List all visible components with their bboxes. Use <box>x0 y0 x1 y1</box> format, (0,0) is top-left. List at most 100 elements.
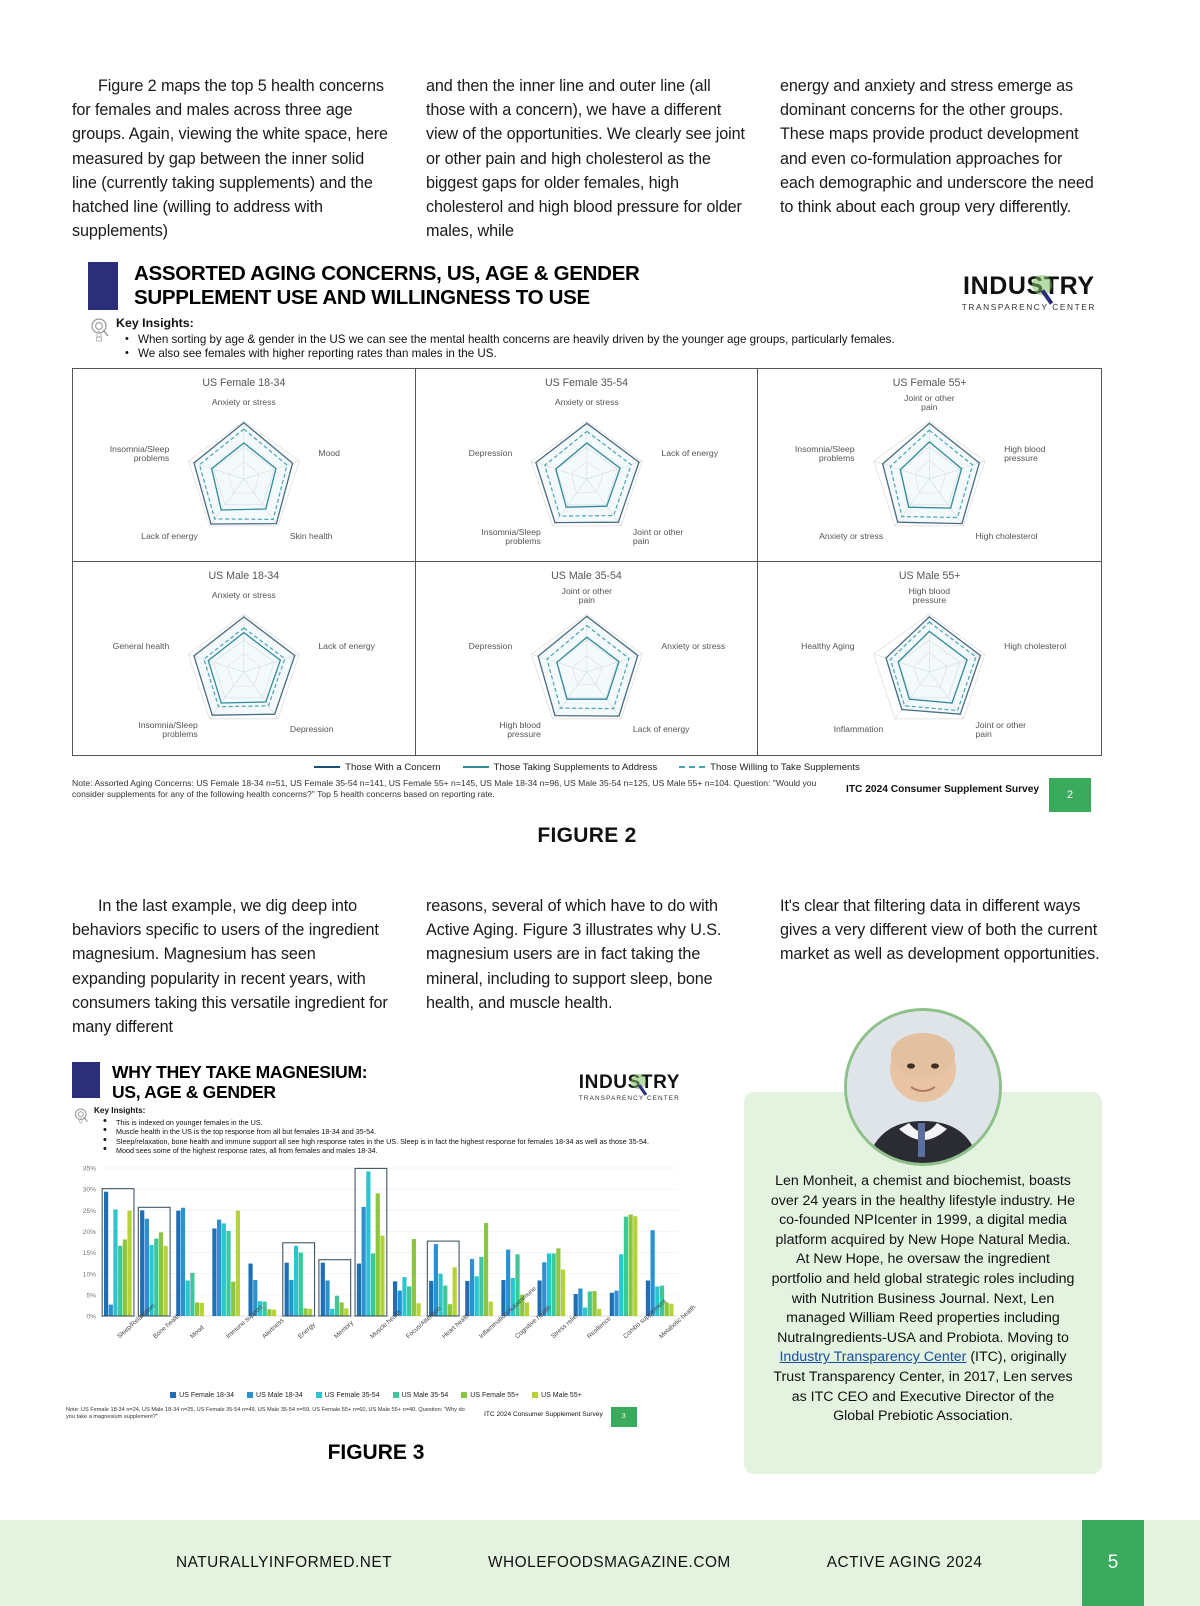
bar <box>339 1302 344 1316</box>
bar <box>163 1245 168 1316</box>
magnifier-lens-icon <box>631 1074 647 1089</box>
bar <box>479 1256 484 1316</box>
bar <box>524 1302 530 1316</box>
figure-2-insights-list: When sorting by age & gender in the US w… <box>125 332 895 362</box>
legend-label: US Male 55+ <box>541 1391 582 1399</box>
bar <box>212 1228 217 1316</box>
legend-line-dashed <box>679 766 706 768</box>
bar <box>293 1245 299 1316</box>
bar <box>402 1277 407 1316</box>
radar-series <box>203 626 286 707</box>
bar-chart-y-tick: 20% <box>83 1229 96 1236</box>
bar <box>392 1281 398 1316</box>
article-top-columns: Figure 2 maps the top 5 health concerns … <box>72 74 1102 243</box>
bar-highlight-box <box>318 1259 352 1317</box>
bar <box>190 1272 195 1316</box>
legend-swatch <box>170 1392 177 1399</box>
navy-accent-block <box>88 262 118 310</box>
bar <box>140 1210 145 1316</box>
bar <box>289 1280 294 1316</box>
bar <box>248 1263 253 1316</box>
radar-plot: Anxiety or stress Lack of energy Joint or … <box>468 397 718 546</box>
bar <box>592 1291 597 1316</box>
bar <box>180 1207 186 1316</box>
article-paragraph: energy and anxiety and stress emerge as … <box>780 77 1094 217</box>
radar-series <box>227 460 260 493</box>
bar <box>303 1308 308 1316</box>
bar <box>257 1301 263 1316</box>
radar-axis-label: Lack of energy <box>318 641 375 651</box>
itc-logo: INDUSTRY TRANSPARENCY CENTER <box>579 1072 680 1102</box>
radar-axis-label: Joint or other pain <box>904 393 955 412</box>
bar <box>429 1280 434 1316</box>
figure-2-header: ASSORTED AGING CONCERNS, US, AGE & GENDE… <box>72 262 1102 314</box>
footer-site-1[interactable]: NATURALLYINFORMED.NET <box>176 1554 393 1571</box>
radar-axis-label: Insomnia/Sleep problems <box>138 719 198 738</box>
bar <box>330 1308 335 1316</box>
lightbulb-icon <box>74 1106 94 1156</box>
itc-logo-sub: TRANSPARENCY CENTER <box>578 1095 680 1102</box>
article-paragraph: Figure 2 maps the top 5 health concerns … <box>72 77 388 241</box>
radar-series <box>193 615 296 716</box>
radar-axis-label: Anxiety or stress <box>212 590 276 600</box>
bar <box>669 1303 674 1316</box>
figure-2-title-line1: ASSORTED AGING CONCERNS, US, AGE & GENDE… <box>134 262 640 285</box>
legend-item-willing: Those Willing to Take Supplements <box>679 762 860 773</box>
bar <box>655 1286 660 1316</box>
article-column-6: It's clear that filtering data in differ… <box>780 894 1100 1039</box>
page-number: 5 <box>1082 1520 1144 1606</box>
bar <box>623 1216 629 1316</box>
bar <box>375 1193 380 1316</box>
bar <box>122 1239 127 1316</box>
radar-series <box>193 421 294 525</box>
bar <box>158 1232 164 1316</box>
radar-series <box>554 441 621 508</box>
bar <box>614 1290 619 1316</box>
article-paragraph: and then the inner line and outer line (… <box>426 77 745 241</box>
bar-chart-x-labels: Sleep/Relaxation Bone health Mood Immune su… <box>66 1285 697 1388</box>
bar <box>217 1219 222 1316</box>
radar-series <box>207 631 282 704</box>
figure-2-insights-body: Key Insights: When sorting by age & gend… <box>116 316 895 362</box>
bar <box>199 1302 204 1316</box>
bar <box>127 1210 132 1316</box>
bar <box>361 1206 366 1316</box>
footer-site-2[interactable]: WHOLEFOODSMAGAZINE.COM <box>488 1554 731 1571</box>
itc-link[interactable]: Industry Transparency Center <box>779 1349 967 1366</box>
bar <box>465 1280 470 1316</box>
radar-axis-label: Depression <box>468 641 512 651</box>
bar <box>176 1210 181 1316</box>
bar <box>380 1235 385 1316</box>
bar <box>582 1307 588 1316</box>
figure-3-footer: Note: US Female 18-34 n=24, US Male 18-3… <box>66 1406 686 1427</box>
bar <box>452 1267 457 1316</box>
bar <box>515 1254 520 1316</box>
bar-chart-y-tick: 0% <box>86 1314 96 1321</box>
radar-axis-label: Insomnia/Sleep problems <box>481 526 541 545</box>
bar <box>433 1244 438 1316</box>
bar <box>397 1290 402 1316</box>
key-insights-label: Key Insights: <box>116 316 194 330</box>
bar-chart-y-tick: 5% <box>86 1292 96 1299</box>
bar <box>411 1239 416 1316</box>
article-column-5: reasons, several of which have to do wit… <box>426 894 746 1039</box>
article-column-4: In the last example, we dig deep into be… <box>72 894 392 1039</box>
bar <box>334 1295 340 1316</box>
legend-item-taking: Those Taking Supplements to Address <box>462 762 657 773</box>
bar-chart-y-tick: 15% <box>83 1250 96 1257</box>
magnesium-bar-chart: 0% 5% 10% 15% 20% 25% 30% 35% <box>66 1158 686 1333</box>
bar <box>501 1280 506 1316</box>
radar-axis-label: Joint or other pain <box>976 719 1027 738</box>
bar <box>144 1218 149 1316</box>
figure-3-title-line2: US, AGE & GENDER <box>112 1082 276 1102</box>
bar <box>447 1304 453 1316</box>
bar <box>366 1171 371 1316</box>
legend-item-concern: Those With a Concern <box>314 762 441 773</box>
bar <box>195 1302 200 1316</box>
radar-axis-label: Joint or other pain <box>561 586 612 605</box>
itc-logo: INDUSTRY TRANSPARENCY CENTER <box>962 272 1096 312</box>
radar-series <box>914 459 947 493</box>
radar-chart-title: US Female 55+ <box>892 376 967 389</box>
bar-legend-item: US Male 55+ <box>532 1392 582 1399</box>
radar-plot: Joint or other pain Anxiety or stress Lack … <box>468 586 725 739</box>
